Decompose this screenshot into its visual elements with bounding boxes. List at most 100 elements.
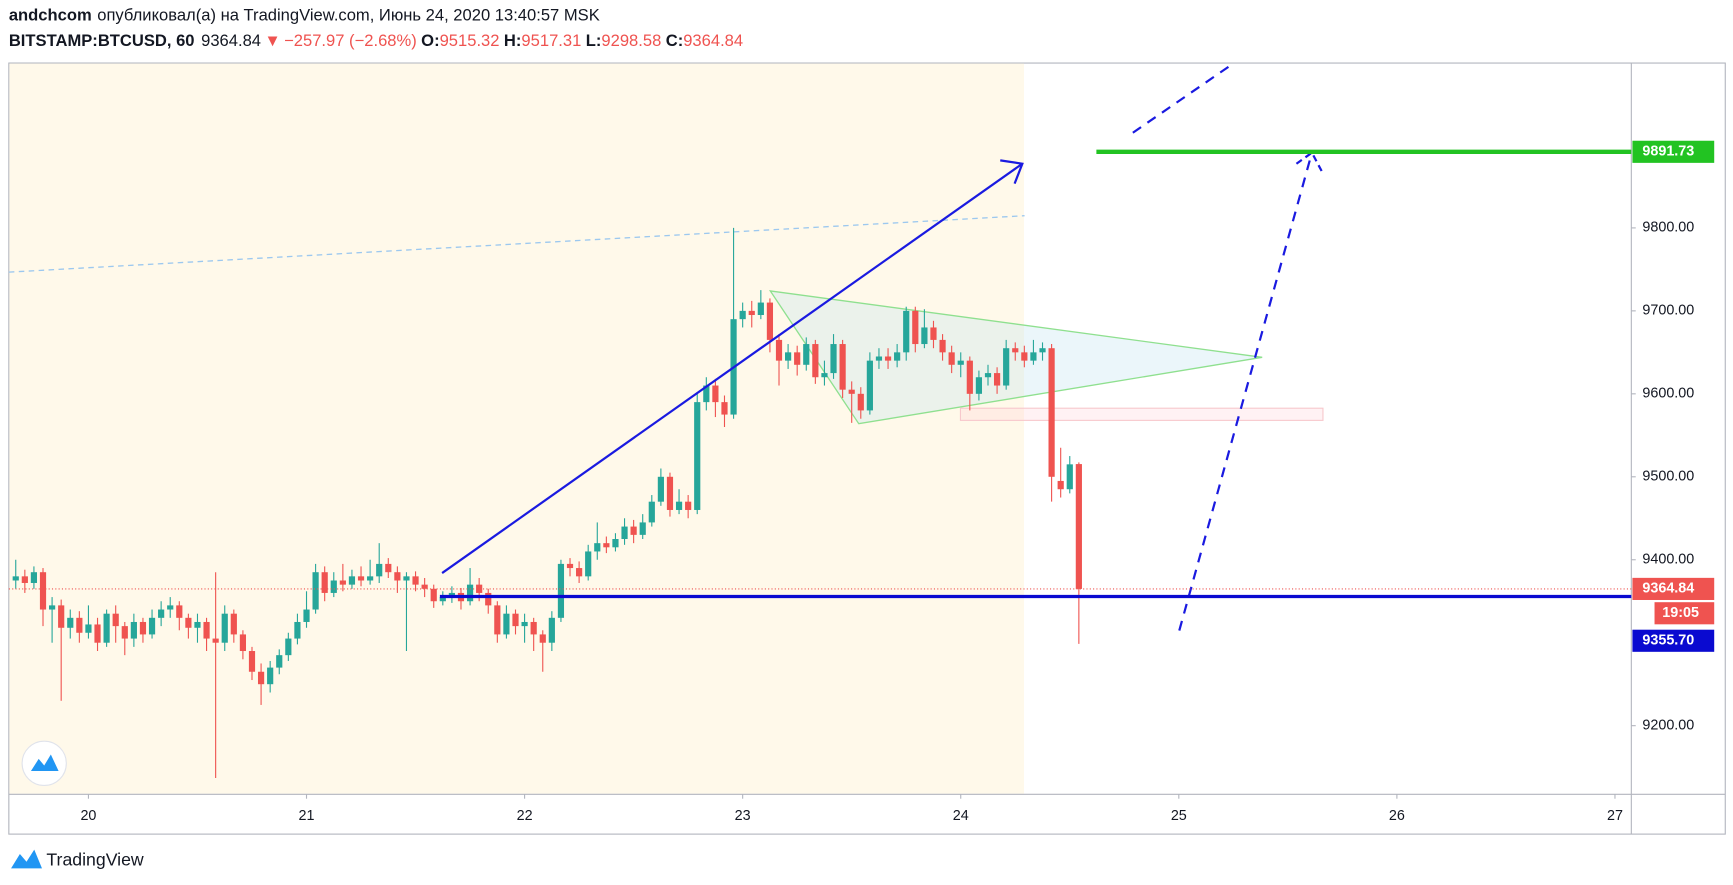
last-price-box xyxy=(1632,577,1715,600)
candle-body xyxy=(930,327,937,340)
candle-body xyxy=(512,613,519,627)
candle-body xyxy=(548,617,555,643)
l-label: L: xyxy=(586,31,602,50)
candle-body xyxy=(785,352,792,361)
candle-body xyxy=(530,621,537,635)
candle-body xyxy=(1066,464,1073,490)
y-tick-label: 9400.00 xyxy=(1642,552,1694,568)
candle-body xyxy=(766,302,774,340)
candle-body xyxy=(285,638,292,656)
x-tick-label: 20 xyxy=(80,808,96,824)
candle-body xyxy=(12,576,19,581)
candle-body xyxy=(194,621,201,628)
candle-body xyxy=(993,373,1001,386)
candle-body xyxy=(21,576,28,583)
candle-body xyxy=(121,626,128,639)
candle-body xyxy=(294,621,301,639)
candle-body xyxy=(312,572,319,610)
candle-body xyxy=(348,576,356,585)
candle-body xyxy=(403,576,410,581)
trend-arrow-head xyxy=(1000,159,1024,185)
level-label-box xyxy=(1632,140,1715,163)
candle-body xyxy=(430,588,437,602)
overlay: 9200.00 9400.00 9500.00 9600.00 9700.00 9800.… xyxy=(8,140,1715,824)
header-line-2: BITSTAMP:BTCUSD, 60 9364.84 ▼ −257.97 (−2.6… xyxy=(9,31,743,50)
candle-body xyxy=(576,568,583,577)
candle-body xyxy=(803,344,810,365)
support-zone xyxy=(959,407,1324,421)
candle-body xyxy=(566,563,574,569)
x-tick-label: 26 xyxy=(1389,808,1405,824)
logo-icon xyxy=(30,754,59,772)
candle-body xyxy=(948,352,955,365)
candle-body xyxy=(276,655,283,668)
candle-body xyxy=(167,605,174,610)
x-tick-label: 27 xyxy=(1607,808,1623,824)
candle-body xyxy=(621,526,628,540)
countdown: 19:05 xyxy=(1662,605,1699,621)
y-tick-label: 9500.00 xyxy=(1642,469,1694,485)
candle-body xyxy=(984,373,992,378)
candle-body xyxy=(675,501,683,510)
candle-body xyxy=(694,402,701,510)
o-value: 9515.32 xyxy=(440,31,500,50)
candle-body xyxy=(957,360,964,365)
candle-body xyxy=(921,327,928,345)
x-tick-label: 23 xyxy=(735,808,751,824)
candle-body xyxy=(775,339,783,361)
candle-body xyxy=(203,621,210,639)
candle-body xyxy=(585,551,592,577)
candle-body xyxy=(339,580,346,585)
last-price-label: 9364.84 xyxy=(1642,581,1694,597)
candle-body xyxy=(630,526,637,535)
candle-body xyxy=(1039,348,1046,353)
candle-body xyxy=(221,613,228,643)
candle-body xyxy=(848,389,855,394)
candle-body xyxy=(48,605,56,610)
candle-body xyxy=(321,572,328,593)
last-price: 9364.84 xyxy=(201,31,261,50)
candle-body xyxy=(94,624,101,643)
c-label: C: xyxy=(666,31,683,50)
brand-icon xyxy=(11,849,42,869)
x-tick-label: 24 xyxy=(953,808,969,824)
candle-body xyxy=(975,377,983,394)
candle-body xyxy=(185,617,192,628)
y-tick-label: 9700.00 xyxy=(1642,303,1694,319)
candle-body xyxy=(966,360,973,394)
candle-body xyxy=(1075,464,1082,589)
level-label: 9355.70 xyxy=(1642,633,1694,649)
candle-body xyxy=(112,613,119,627)
candle-body xyxy=(839,344,846,390)
candle-body xyxy=(739,310,746,320)
candle-body xyxy=(412,576,419,585)
candle-body xyxy=(148,617,156,635)
candle-body xyxy=(257,671,265,685)
candle-body xyxy=(239,634,247,652)
candle-body xyxy=(639,522,646,535)
candle-body xyxy=(248,651,256,672)
candle-body xyxy=(139,621,147,635)
candle-body xyxy=(76,617,83,633)
drawings-front xyxy=(441,63,1323,631)
candle-body xyxy=(703,385,710,403)
candle-body xyxy=(494,605,501,635)
candle-body xyxy=(821,373,828,378)
y-tick-label: 9200.00 xyxy=(1642,717,1694,733)
candle-body xyxy=(1003,348,1010,386)
candle-body xyxy=(894,352,901,361)
candle-body xyxy=(376,563,383,577)
candle-body xyxy=(421,584,428,589)
candle-body xyxy=(594,543,601,552)
countdown-box xyxy=(1654,602,1715,625)
logo-button[interactable] xyxy=(21,740,67,786)
candle-body xyxy=(721,402,728,415)
h-label: H: xyxy=(504,31,521,50)
candle-body xyxy=(130,621,137,639)
candle-body xyxy=(103,613,110,643)
candle-body xyxy=(330,580,337,593)
candle-body xyxy=(539,634,546,643)
change-arrow: ▼ xyxy=(264,31,280,50)
